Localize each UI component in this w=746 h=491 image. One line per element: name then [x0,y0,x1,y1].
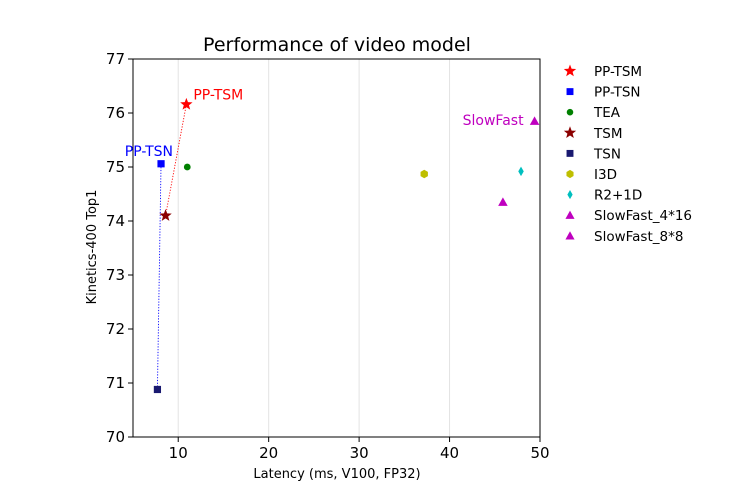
point-pp-tsm [180,97,193,110]
legend-label-pp-tsn: PP-TSN [594,85,641,101]
point-slowfast-8-8 [529,116,540,125]
annotation-pp-tsn: PP-TSN [125,144,173,160]
y-tick-label-75: 75 [106,158,125,176]
x-axis-label: Latency (ms, V100, FP32) [253,467,420,482]
x-tick-label-20: 20 [259,444,278,462]
connector-tsn-to-pp-tsn [156,163,162,390]
annotations: PP-TSM PP-TSN SlowFast [125,87,524,159]
annotation-slowfast: SlowFast [463,113,524,129]
legend-marker-pp-tsn [566,88,574,96]
data-points [153,97,540,394]
point-r2-1d [518,166,524,177]
y-tick-label-73: 73 [106,266,125,284]
legend-label-tsm: TSM [593,126,622,142]
x-tick-label-30: 30 [350,444,369,462]
legend-marker-tsn [566,149,574,157]
legend: PP-TSM PP-TSN TEA TSM TSN I3D R2+1D SlowFast_4*… [563,64,692,245]
legend-marker-r2-1d [567,190,573,200]
y-tick-label-72: 72 [106,320,125,338]
x-tick-label-40: 40 [440,444,459,462]
y-tick-label-77: 77 [106,50,125,68]
chart-title: Performance of video model [203,34,471,56]
y-tick-label-71: 71 [106,374,125,392]
point-tsn [153,385,162,394]
axes: 10 20 30 40 50 70 71 72 73 74 75 76 77 [106,50,550,462]
connector-lines [156,104,187,390]
legend-label-slowfast-8-8: SlowFast_8*8 [594,229,683,245]
annotation-pp-tsm: PP-TSM [193,87,243,103]
point-i3d [420,169,428,179]
legend-marker-tea [566,108,574,116]
legend-marker-pp-tsm [563,64,577,77]
x-tick-label-10: 10 [169,444,188,462]
point-tea [183,163,191,171]
legend-marker-slowfast-4-16 [565,210,575,219]
point-slowfast-4-16 [498,197,508,206]
legend-marker-i3d [566,169,574,179]
y-tick-label-70: 70 [106,428,125,446]
legend-marker-slowfast-8-8 [565,231,575,240]
legend-label-pp-tsm: PP-TSM [594,64,642,80]
y-axis-label: Kinetics-400 Top1 [85,190,100,305]
legend-label-i3d: I3D [594,167,617,183]
plot-frame [132,58,541,438]
legend-label-r2-1d: R2+1D [594,188,642,204]
y-tick-label-76: 76 [106,104,125,122]
legend-marker-tsm [563,126,577,139]
x-tick-label-50: 50 [530,444,549,462]
y-tick-label-74: 74 [106,212,125,230]
point-tsm [159,209,172,221]
legend-label-tsn: TSN [593,146,621,162]
connector-tsm-to-pp-tsm [165,104,187,216]
point-pp-tsn [157,160,165,168]
legend-label-tea: TEA [593,105,621,121]
legend-label-slowfast-4-16: SlowFast_4*16 [594,208,692,224]
